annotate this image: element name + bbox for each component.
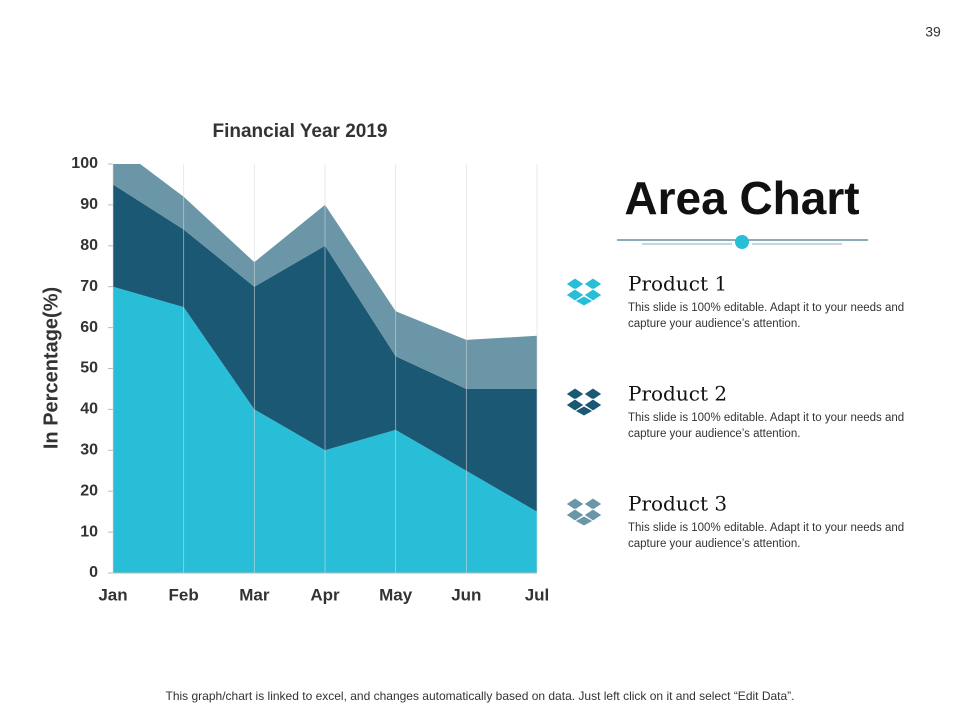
legend-icon <box>583 277 603 291</box>
footer: This graph/chart is linked to excel, and… <box>166 689 795 703</box>
y-axis-title: In Percentage(%) <box>40 287 62 449</box>
y-tick-label: 20 <box>80 482 98 499</box>
x-tick-label: Feb <box>169 585 199 604</box>
area <box>113 164 537 389</box>
y-tick-label: 10 <box>80 523 98 540</box>
legend-icon <box>565 277 585 291</box>
y-tick-label: 0 <box>89 564 98 581</box>
legend-icon <box>573 405 595 417</box>
legend-description: This slide is 100% editable. Adapt it to… <box>628 412 905 440</box>
divider-dot <box>735 235 749 249</box>
y-tick-label: 50 <box>80 360 98 377</box>
x-tick-label: May <box>379 585 413 604</box>
legend-icon <box>565 497 585 511</box>
y-tick-label: 100 <box>71 155 98 172</box>
slide-number: 39 <box>925 24 941 40</box>
legend-label: Product 3 <box>628 492 727 516</box>
y-tick-label: 90 <box>80 196 98 213</box>
legend-icon <box>573 515 595 527</box>
x-tick-label: Mar <box>239 585 270 604</box>
area <box>113 286 537 573</box>
y-tick-label: 70 <box>80 278 98 295</box>
x-tick-label: Jan <box>98 585 127 604</box>
y-tick-label: 30 <box>80 442 98 459</box>
legend-description: This slide is 100% editable. Adapt it to… <box>628 302 905 330</box>
x-tick-label: Jul <box>525 585 550 604</box>
legend-icon <box>583 387 603 401</box>
legend-description: This slide is 100% editable. Adapt it to… <box>628 522 905 550</box>
legend-icon <box>583 497 603 511</box>
y-tick-label: 80 <box>80 237 98 254</box>
x-tick-label: Jun <box>451 585 481 604</box>
y-tick-label: 60 <box>80 319 98 336</box>
legend-label: Product 2 <box>628 382 727 406</box>
legend-icon <box>565 387 585 401</box>
heading: Area Chart <box>624 172 859 224</box>
x-tick-label: Apr <box>310 585 340 604</box>
chart-title: Financial Year 2019 <box>213 121 388 142</box>
legend-label: Product 1 <box>628 272 727 296</box>
legend-icon <box>573 295 595 307</box>
y-tick-label: 40 <box>80 401 98 418</box>
